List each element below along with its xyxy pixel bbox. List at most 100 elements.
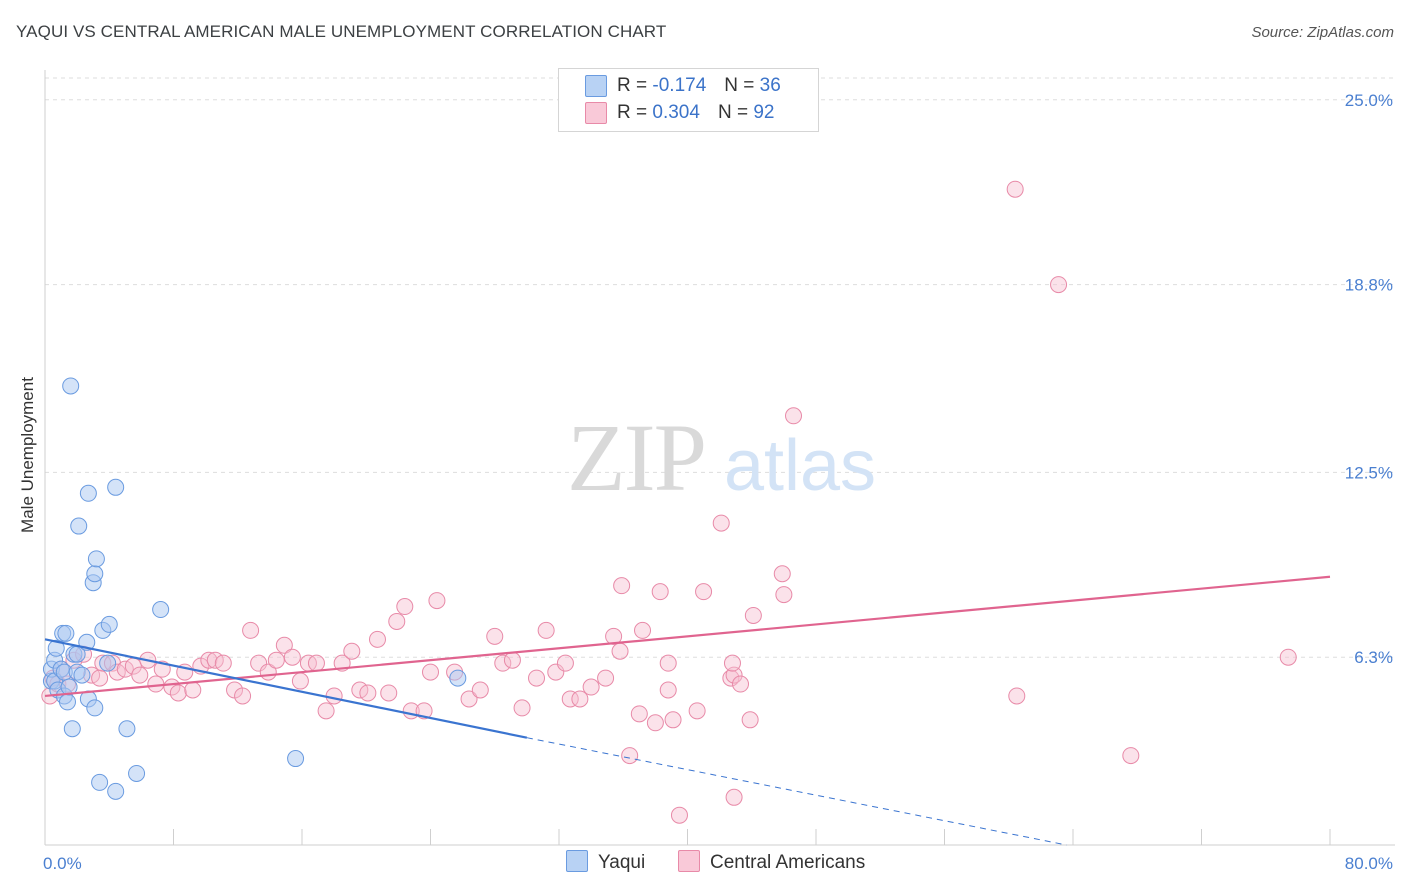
central-americans-point [317,702,335,720]
central-americans-point [597,669,615,687]
central-americans-trend-line [44,575,1331,698]
watermark-atlas: atlas [724,426,876,506]
yaqui-point [70,517,88,535]
central-americans-point [1050,276,1068,294]
yaqui-point [79,484,97,502]
central-americans-point [494,654,512,672]
central-americans-point [131,666,149,684]
central-americans-point [184,681,202,699]
yaqui-point [118,720,136,738]
y-tick-label: 12.5% [1345,463,1393,482]
yaqui-point [449,669,467,687]
y-tick-label: 18.8% [1345,276,1393,295]
central-americans-point [242,621,260,639]
yaqui-point [287,750,305,768]
central-americans-point [659,681,677,699]
bottom-legend-swatch-yaqui [566,850,588,872]
legend-r-value-central: 0.304 [652,102,700,124]
yaqui-point [107,478,125,496]
source-label: Source: ZipAtlas.com [1251,24,1394,41]
bottom-legend-label-central: Central Americans [710,852,866,874]
central-americans-point [486,627,504,645]
central-americans-point [695,583,713,601]
central-americans-point [396,598,414,616]
bottom-legend-swatch-central [678,850,700,872]
yaqui-point [73,666,91,684]
central-americans-point [613,577,631,595]
central-americans-point [670,806,688,824]
central-americans-point [741,711,759,729]
grid-layer [45,77,1395,658]
yaqui-point [99,654,117,672]
central-americans-point [1008,687,1026,705]
chart-title: YAQUI VS CENTRAL AMERICAN MALE UNEMPLOYM… [16,22,667,41]
yaqui-point [128,764,146,782]
central-americans-point [571,690,589,708]
central-americans-point [712,514,730,532]
central-americans-point [732,675,750,693]
trend-lines [44,575,1331,846]
central-americans-point [646,714,664,732]
axis-layer [44,70,1395,846]
bottom-legend-label-yaqui: Yaqui [598,852,646,874]
tick-labels: 6.3% 12.5% 18.8% 25.0% 0.0% 80.0% [43,91,1393,873]
central-americans-point [1279,648,1297,666]
yaqui-point [62,377,80,395]
bottom-legend-central: Central Americans [678,850,866,874]
yaqui-point [63,720,81,738]
legend-row-yaqui: R = -0.174 N = 36 [585,75,781,99]
central-americans-point [723,654,741,672]
central-americans-point [422,663,439,681]
central-americans-point [528,669,546,687]
central-americans-point [725,788,743,806]
central-americans-point [744,606,762,624]
legend-swatch-yaqui [585,75,607,97]
central-americans-point [664,711,682,729]
central-americans-point [234,687,252,705]
central-americans-point [325,687,343,705]
yaqui-point [91,773,109,791]
legend-r-value-yaqui: -0.174 [652,75,707,97]
central-americans-point [785,407,803,425]
central-americans-point [428,592,446,610]
central-americans-point [291,672,309,690]
yaqui-point [86,565,104,583]
central-americans-point [283,648,301,666]
central-americans-point [561,690,579,708]
yaqui-point [60,678,78,696]
yaqui-point [57,624,75,642]
yaqui-point [86,699,104,717]
central-americans-point [471,681,489,699]
yaqui-point [58,693,76,711]
central-americans-point [513,699,531,717]
legend-n-label-central: N = [717,102,749,124]
yaqui-point [107,782,125,800]
yaqui-point [87,550,105,568]
central-americans-point [688,702,706,720]
legend-n-label-yaqui: N = [724,75,755,97]
yaqui-points [42,377,467,800]
central-americans-point [460,690,478,708]
bottom-legend-yaqui: Yaqui [566,850,646,874]
watermark-zip: ZIP [567,404,705,511]
yaqui-point [47,639,65,657]
central-americans-point [503,651,521,669]
legend-swatch-central [585,102,607,124]
central-americans-point [1122,747,1140,765]
central-americans-point [722,669,740,687]
central-americans-point [651,583,669,601]
central-americans-point [630,705,648,723]
central-americans-point [388,612,406,630]
central-americans-point [267,651,285,669]
y-tick-label: 6.3% [1354,648,1393,667]
central-americans-point [537,621,555,639]
central-americans-point [659,654,677,672]
central-americans-point [634,621,652,639]
central-americans-point [91,669,109,687]
x-tick-label-max: 80.0% [1345,854,1393,873]
central-americans-point [343,642,361,660]
legend-r-label-yaqui: R = [617,75,648,97]
central-americans-point [169,684,187,702]
central-americans-point [556,654,574,672]
